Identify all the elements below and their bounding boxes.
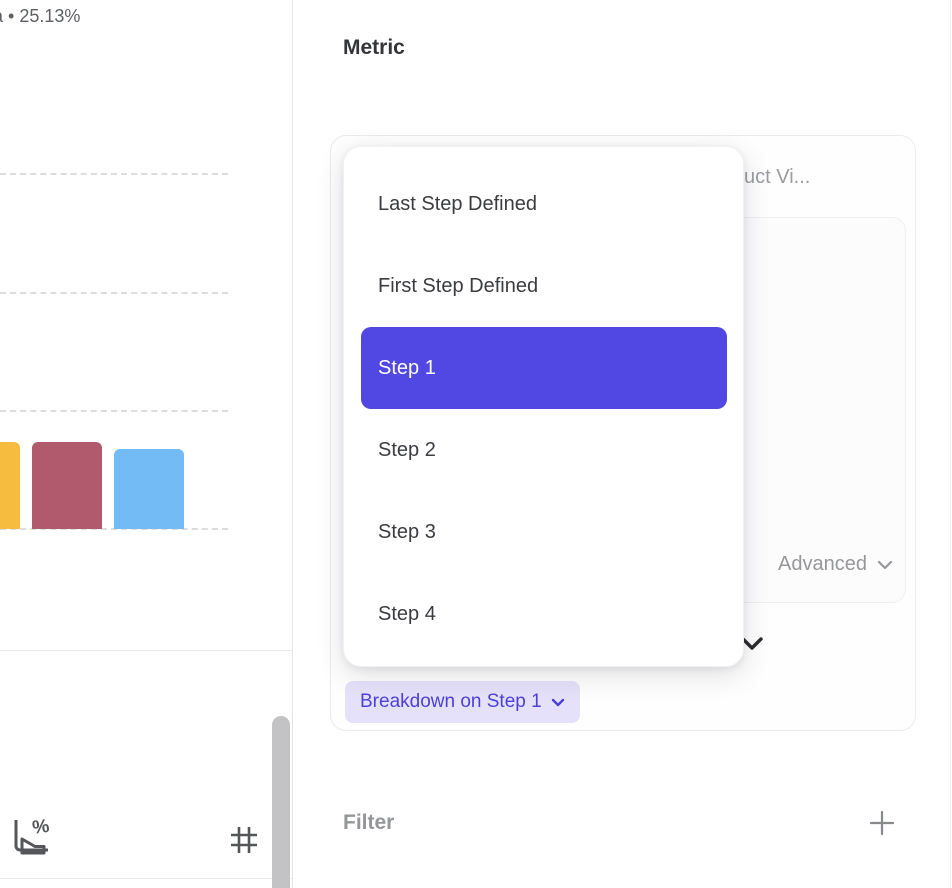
breakdown-label: Breakdown on Step 1 [360,691,542,712]
chevron-down-icon [551,691,565,713]
funnel-bar-blue [114,449,184,529]
breakdown-on-step-button[interactable]: Breakdown on Step 1 [345,681,580,723]
dropdown-item-step-2[interactable]: Step 2 [378,438,436,461]
chevron-down-icon [877,553,893,576]
selected-event-label[interactable]: uct Vi... [744,166,811,188]
funnel-bar-orange [0,442,20,529]
advanced-label: Advanced [778,553,867,575]
dropdown-item-step-4[interactable]: Step 4 [378,602,436,625]
add-filter-button[interactable] [869,810,895,836]
dropdown-item-step-1[interactable]: Step 1 [361,327,727,409]
right-edge-divider [950,0,951,888]
chevron-down-icon[interactable] [739,634,765,654]
metric-section-heading: Metric [343,36,405,59]
advanced-toggle[interactable]: Advanced [778,553,893,576]
filter-section-heading: Filter [343,811,395,834]
step-select-dropdown: Last Step Defined First Step Defined Ste… [343,146,744,667]
gridline [0,528,228,530]
gridline [0,292,228,294]
panel-divider [292,0,293,888]
funnel-bar-maroon [32,442,102,529]
horizontal-divider [0,650,292,651]
dropdown-item-step-3[interactable]: Step 3 [378,520,436,543]
dropdown-item-last-step-defined[interactable]: Last Step Defined [378,192,537,215]
horizontal-divider [0,878,292,879]
chart-panel: a • 25.13% % [0,0,292,888]
vertical-scrollbar-thumb[interactable] [272,716,290,888]
gridline [0,410,228,412]
filter-section: Filter [343,808,895,838]
series-legend: a • 25.13% [0,6,81,26]
grid-view-icon[interactable] [226,822,262,858]
svg-text:%: % [31,816,50,839]
gridline [0,173,228,175]
conversion-rate-chart-icon[interactable]: % [8,812,51,860]
dropdown-item-first-step-defined[interactable]: First Step Defined [378,274,539,297]
